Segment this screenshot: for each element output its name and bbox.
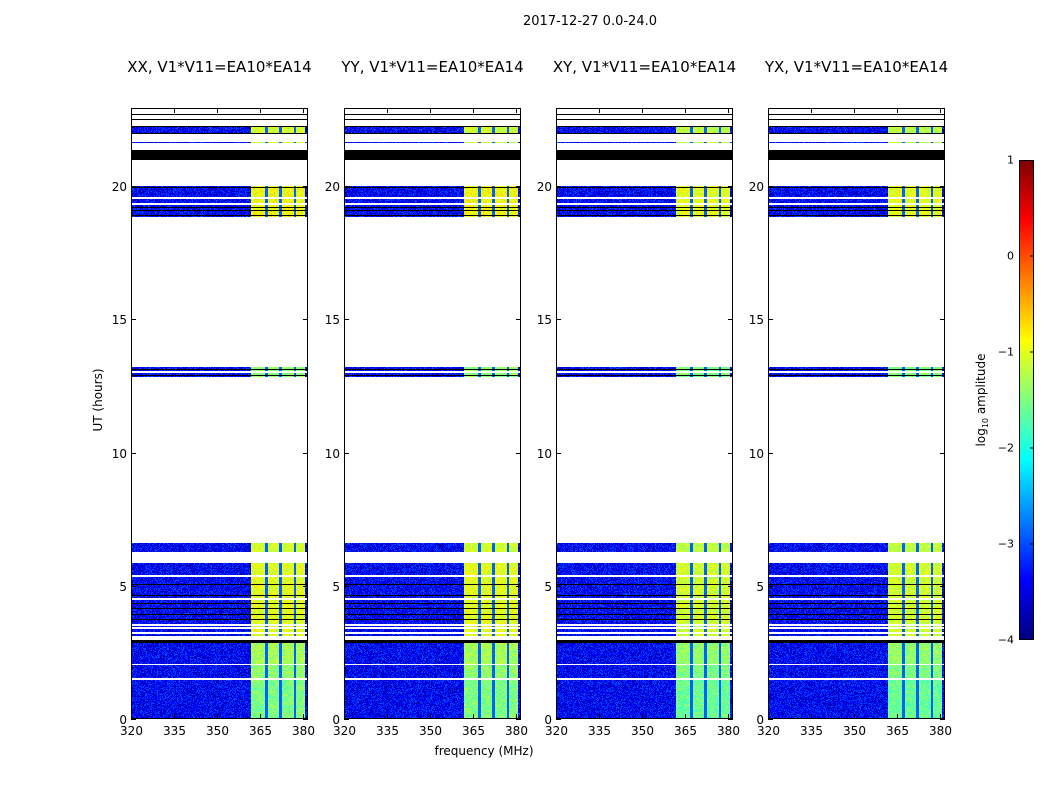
heatmap-image <box>768 108 945 719</box>
x-tick-label: 335 <box>163 724 186 738</box>
y-tick-label: 5 <box>119 579 127 594</box>
x-tick-label: 350 <box>631 724 654 738</box>
axes-frame <box>131 108 308 719</box>
y-tick-label: 10 <box>536 446 552 461</box>
heatmap-panel: XY, V1*V11=EA10*EA14 320 335 350 365 380 0 5 10 1… <box>537 58 740 738</box>
colorbar-tick-label: −3 <box>997 537 1014 551</box>
panel-title: YX, V1*V11=EA10*EA14 <box>764 58 949 76</box>
y-tick-label: 20 <box>536 179 552 194</box>
axes-frame <box>768 108 945 719</box>
x-tick-label: 365 <box>674 724 697 738</box>
y-tick-label: 5 <box>332 579 340 594</box>
x-tick-label: 365 <box>462 724 485 738</box>
colorbar-frame <box>1019 160 1034 640</box>
x-axis-label: frequency (MHz) <box>434 744 534 758</box>
x-tick-label: 380 <box>717 724 740 738</box>
heatmap-panel: XX, V1*V11=EA10*EA14 320 335 350 365 380 0 5 10 1… <box>112 58 315 738</box>
colorbar-tick-label: 0 <box>1007 249 1014 263</box>
y-tick-label: 5 <box>756 579 764 594</box>
x-tick-label: 335 <box>588 724 611 738</box>
y-tick-label: 10 <box>111 446 127 461</box>
y-tick-label: 0 <box>544 712 552 727</box>
y-tick-label: 10 <box>324 446 340 461</box>
panel-title: XX, V1*V11=EA10*EA14 <box>127 58 312 76</box>
y-tick-label: 20 <box>111 179 127 194</box>
axes-frame <box>556 108 733 719</box>
x-tick-label: 320 <box>757 724 780 738</box>
colorbar-tick-label: −1 <box>997 345 1014 359</box>
colorbar-tick-label: −4 <box>997 633 1014 647</box>
x-tick-label: 335 <box>800 724 823 738</box>
y-tick-label: 15 <box>324 312 340 327</box>
y-tick-label: 0 <box>756 712 764 727</box>
heatmap-image <box>556 108 733 719</box>
y-tick-label: 15 <box>111 312 127 327</box>
heatmap-image <box>344 108 521 719</box>
axes-frame <box>344 108 521 719</box>
y-tick-label: 5 <box>544 579 552 594</box>
colorbar-tick-label: 1 <box>1007 153 1014 167</box>
panel-title: YY, V1*V11=EA10*EA14 <box>341 58 524 76</box>
y-tick-label: 15 <box>536 312 552 327</box>
x-tick-label: 350 <box>843 724 866 738</box>
x-tick-label: 320 <box>545 724 568 738</box>
x-tick-label: 335 <box>376 724 399 738</box>
x-tick-label: 350 <box>206 724 229 738</box>
heatmap-panel: YX, V1*V11=EA10*EA14 320 335 350 365 380 0 5 10 1… <box>749 58 952 738</box>
panel-title: XY, V1*V11=EA10*EA14 <box>552 58 737 76</box>
heatmap-panel: YY, V1*V11=EA10*EA14 320 335 350 365 380 0 5 10 1… <box>325 58 528 738</box>
figure-title: 2017-12-27 0.0-24.0 <box>523 14 657 29</box>
x-tick-label: 380 <box>292 724 315 738</box>
x-tick-label: 365 <box>886 724 909 738</box>
y-tick-label: 20 <box>324 179 340 194</box>
colorbar <box>1019 160 1034 640</box>
colorbar-label: log10 amplitude <box>973 353 991 447</box>
y-axis-label: UT (hours) <box>91 368 105 432</box>
colorbar-tick-label: −2 <box>997 441 1014 455</box>
y-tick-label: 0 <box>332 712 340 727</box>
y-tick-label: 15 <box>748 312 764 327</box>
x-tick-label: 380 <box>929 724 952 738</box>
x-tick-label: 320 <box>120 724 143 738</box>
x-tick-label: 320 <box>333 724 356 738</box>
x-tick-label: 365 <box>249 724 272 738</box>
heatmap-image <box>131 108 308 719</box>
x-tick-label: 350 <box>419 724 442 738</box>
y-tick-label: 0 <box>119 712 127 727</box>
x-tick-label: 380 <box>505 724 528 738</box>
y-tick-label: 20 <box>748 179 764 194</box>
y-tick-label: 10 <box>748 446 764 461</box>
